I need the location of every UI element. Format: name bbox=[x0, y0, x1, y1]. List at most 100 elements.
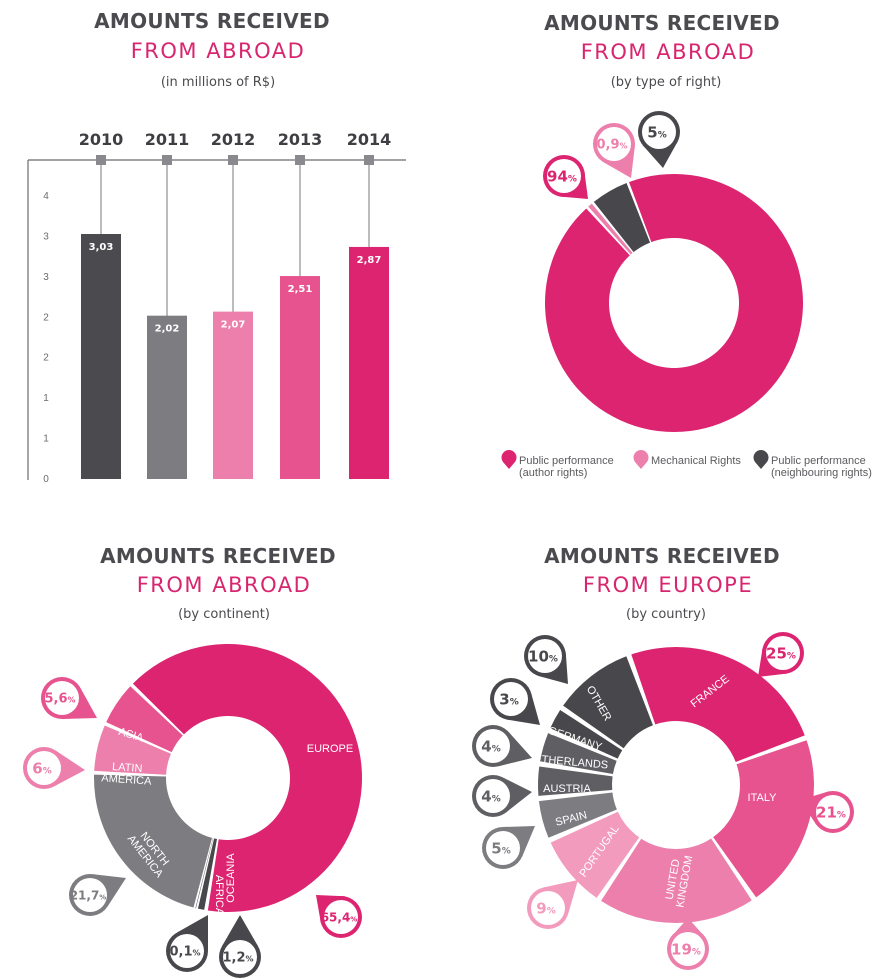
pin-rights-public-performance-neighbouring-rights: 5% bbox=[638, 111, 680, 168]
pin-continent-asia-inner bbox=[45, 681, 79, 715]
pin-continent-oceania-inner bbox=[223, 940, 257, 974]
bar-value-label-2010: 3,03 bbox=[89, 242, 114, 253]
pin-continent-oceania-label: 1,2% bbox=[222, 951, 253, 966]
pin-continent-europe-percent-sign: % bbox=[350, 915, 357, 923]
pin-country-italy: 21% bbox=[800, 791, 854, 833]
pin-rights-mechanical-rights-percent-sign: % bbox=[620, 142, 628, 151]
panel-1-header: AMOUNTS RECEIVED FROM ABROAD (in million… bbox=[94, 9, 330, 90]
rights-slice-mechanical-rights bbox=[588, 203, 633, 255]
pin-continent-africa-label: 0,1% bbox=[169, 945, 200, 960]
bar-2010 bbox=[81, 234, 121, 479]
legend-type-of-right: Public performance(author rights)Mechani… bbox=[501, 450, 872, 479]
bar-2014 bbox=[349, 246, 389, 479]
segment-label-austria: AUSTRIA bbox=[543, 783, 591, 795]
year-marker-2011 bbox=[162, 155, 172, 165]
panel-3-title: AMOUNTS RECEIVED bbox=[100, 544, 336, 568]
segment-label-line: LATIN bbox=[112, 761, 143, 775]
pin-country-netherlands-inner bbox=[476, 729, 510, 763]
bar-2012 bbox=[213, 311, 253, 479]
panel-3-header: AMOUNTS RECEIVED FROM ABROAD (by contine… bbox=[100, 544, 336, 622]
year-marker-2014 bbox=[364, 155, 374, 165]
pin-continent-asia: 5,6% bbox=[41, 677, 97, 719]
panel-2-title: AMOUNTS RECEIVED bbox=[544, 11, 780, 35]
pin-country-other-inner bbox=[528, 639, 562, 673]
legend-label: Public performance bbox=[519, 455, 614, 467]
legend-marker-icon bbox=[501, 450, 517, 469]
pin-rights-mechanical-rights-inner bbox=[597, 127, 631, 161]
segment-label-line: AUSTRIA bbox=[543, 783, 591, 795]
rights-slice-public-performance-author-rights bbox=[545, 174, 803, 432]
pin-continent-latin-america: 6% bbox=[23, 747, 85, 789]
pin-continent-latin-america-inner bbox=[27, 751, 61, 785]
bar-value-label-2012: 2,07 bbox=[221, 320, 246, 331]
rights-slice-public-performance-neighbouring-rights bbox=[593, 183, 651, 253]
pin-country-portugal: 9% bbox=[527, 880, 578, 929]
pin-rights-mechanical-rights-label: 0,9% bbox=[596, 138, 627, 153]
panel-4-title: AMOUNTS RECEIVED bbox=[544, 544, 780, 568]
pin-country-netherlands-percent-sign: % bbox=[492, 744, 501, 754]
year-marker-2012 bbox=[228, 155, 238, 165]
y-tick-label: 2 bbox=[43, 312, 49, 323]
country-slice-spain bbox=[538, 792, 617, 838]
continent-slice-asia bbox=[106, 686, 183, 753]
legend-item-3: Public performance(neighbouring rights) bbox=[753, 450, 872, 479]
segment-label-europe: EUROPE bbox=[307, 743, 353, 755]
panel-3-title-2: FROM ABROAD bbox=[137, 573, 312, 597]
pin-country-spain: 5% bbox=[482, 826, 535, 869]
bar-value-label-2011: 2,02 bbox=[155, 324, 180, 335]
continent-slice-north-america bbox=[93, 774, 213, 908]
panel-1-title-2: FROM ABROAD bbox=[131, 39, 306, 63]
y-tick-label: 3 bbox=[43, 231, 49, 242]
pin-continent-oceania: 1,2% bbox=[219, 915, 261, 978]
panel-1-subtitle: (in millions of R$) bbox=[161, 75, 275, 90]
year-marker-2013 bbox=[295, 155, 305, 165]
country-slice-portugal bbox=[550, 811, 640, 898]
pin-continent-europe-inner bbox=[324, 900, 358, 934]
continent-slice-africa bbox=[195, 838, 214, 909]
x-category-label-2014: 2014 bbox=[347, 130, 392, 149]
pin-continent-africa-inner bbox=[170, 934, 204, 968]
x-category-label-2013: 2013 bbox=[278, 130, 323, 149]
pin-rights-mechanical-rights: 0,9% bbox=[593, 123, 635, 178]
pin-continent-europe-label: 65,4% bbox=[321, 910, 358, 924]
country-slice-netherlands bbox=[540, 733, 617, 774]
panel-2-title-2: FROM ABROAD bbox=[581, 40, 756, 64]
bar-value-label-2014: 2,87 bbox=[357, 255, 382, 266]
legend-item-2: Mechanical Rights bbox=[633, 450, 741, 469]
continent-slice-latin-america bbox=[94, 725, 171, 775]
bar-2011 bbox=[147, 315, 187, 479]
pin-continent-north-america-percent-sign: % bbox=[99, 893, 106, 901]
y-tick-label: 3 bbox=[43, 272, 49, 283]
bar-2013 bbox=[280, 276, 320, 479]
year-marker-2010 bbox=[96, 155, 106, 165]
pin-rights-public-performance-neighbouring-rights-inner bbox=[642, 115, 676, 149]
pin-country-germany-inner bbox=[494, 682, 528, 716]
pin-continent-africa-percent-sign: % bbox=[193, 949, 201, 958]
pin-country-austria: 4% bbox=[472, 775, 532, 817]
y-tick-label: 1 bbox=[43, 434, 49, 445]
country-slice-united-kingdom bbox=[601, 838, 752, 924]
y-tick-label: 2 bbox=[43, 353, 49, 364]
pin-country-france-inner bbox=[766, 636, 800, 670]
panel-2-subtitle: (by type of right) bbox=[611, 75, 722, 90]
x-category-label-2011: 2011 bbox=[145, 130, 190, 149]
country-slice-italy bbox=[713, 740, 814, 898]
pin-country-germany-percent-sign: % bbox=[510, 697, 519, 707]
donut-chart-type-of-right: 94% 0,9% 5% bbox=[543, 111, 803, 432]
x-category-label-2012: 2012 bbox=[211, 130, 256, 149]
continent-slice-oceania bbox=[197, 838, 217, 910]
continent-slice-europe bbox=[132, 644, 363, 912]
pin-country-austria-percent-sign: % bbox=[492, 794, 501, 804]
panel-1-title: AMOUNTS RECEIVED bbox=[94, 9, 330, 33]
segment-label-italy: ITALY bbox=[748, 792, 778, 804]
country-slice-other bbox=[563, 656, 653, 749]
segment-label-latin-america: LATINAMERICA bbox=[101, 760, 153, 787]
pin-country-spain-percent-sign: % bbox=[502, 846, 511, 856]
x-category-label-2010: 2010 bbox=[79, 130, 124, 149]
pin-country-austria-inner bbox=[476, 779, 510, 813]
pin-country-other: 10% bbox=[524, 635, 568, 684]
segment-label-line: EUROPE bbox=[307, 743, 353, 755]
pin-country-united-kingdom-inner bbox=[671, 932, 705, 966]
pin-country-spain-inner bbox=[486, 831, 520, 865]
